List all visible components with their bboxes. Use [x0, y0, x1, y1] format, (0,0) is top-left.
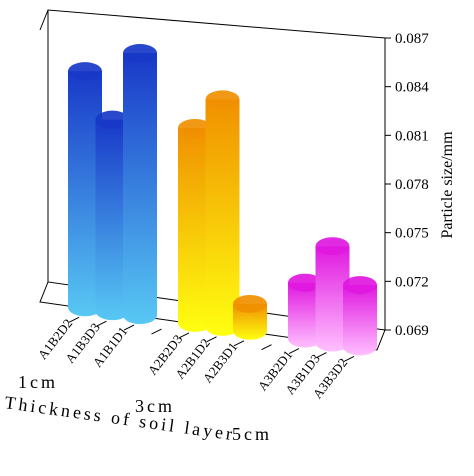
- bar: [288, 273, 322, 348]
- bar-body: [343, 285, 377, 356]
- y-tick-label: 0.087: [395, 31, 429, 47]
- bar-body: [315, 246, 350, 352]
- x-tick: [233, 340, 245, 347]
- bar-body: [95, 119, 130, 321]
- bar-body: [288, 282, 322, 348]
- x-tick: [151, 328, 162, 335]
- x-tick: [261, 344, 272, 351]
- bar: [178, 118, 212, 332]
- x-tick: [178, 332, 190, 339]
- bar-top: [205, 90, 240, 109]
- bar: [343, 276, 377, 356]
- x-tick: [288, 348, 300, 355]
- y-tick-label: 0.081: [395, 128, 429, 144]
- bar-top: [343, 276, 377, 295]
- bar-body: [205, 99, 240, 336]
- y-tick-label: 0.072: [395, 274, 429, 290]
- bar-top: [233, 294, 267, 313]
- x-tick: [68, 316, 80, 323]
- bar: [205, 90, 240, 336]
- y-tick-label: 0.084: [395, 80, 429, 96]
- bar-body: [178, 127, 212, 332]
- bar-top: [178, 118, 212, 137]
- bar-top: [123, 44, 157, 63]
- bar-top: [315, 237, 350, 256]
- bar-top: [68, 62, 102, 81]
- x-tick: [343, 355, 355, 362]
- bar-top: [288, 273, 322, 292]
- bar-body: [123, 53, 157, 325]
- bar-top: [95, 110, 130, 129]
- group-label: 5cm: [232, 424, 272, 444]
- bar: [233, 294, 267, 340]
- left-edge: [39, 9, 49, 31]
- y-tick-label: 0.078: [395, 177, 429, 193]
- y-tick-label: 0.069: [395, 323, 429, 339]
- bar: [315, 237, 350, 352]
- bar: [123, 44, 157, 325]
- y-axis-label: Particle size/mm: [439, 131, 456, 239]
- y-tick-label: 0.075: [395, 226, 429, 242]
- x-axis-label: Thickness of soil layer: [3, 392, 236, 444]
- x-tick: [316, 352, 327, 358]
- x-tick: [206, 336, 217, 343]
- x-tick: [96, 320, 107, 327]
- bar-body: [233, 303, 267, 340]
- bar: [68, 62, 102, 317]
- group-label: 3cm: [135, 396, 175, 416]
- x-tick: [123, 324, 135, 331]
- group-label: 1cm: [18, 372, 58, 392]
- bar: [95, 110, 130, 321]
- bar-body: [68, 71, 102, 317]
